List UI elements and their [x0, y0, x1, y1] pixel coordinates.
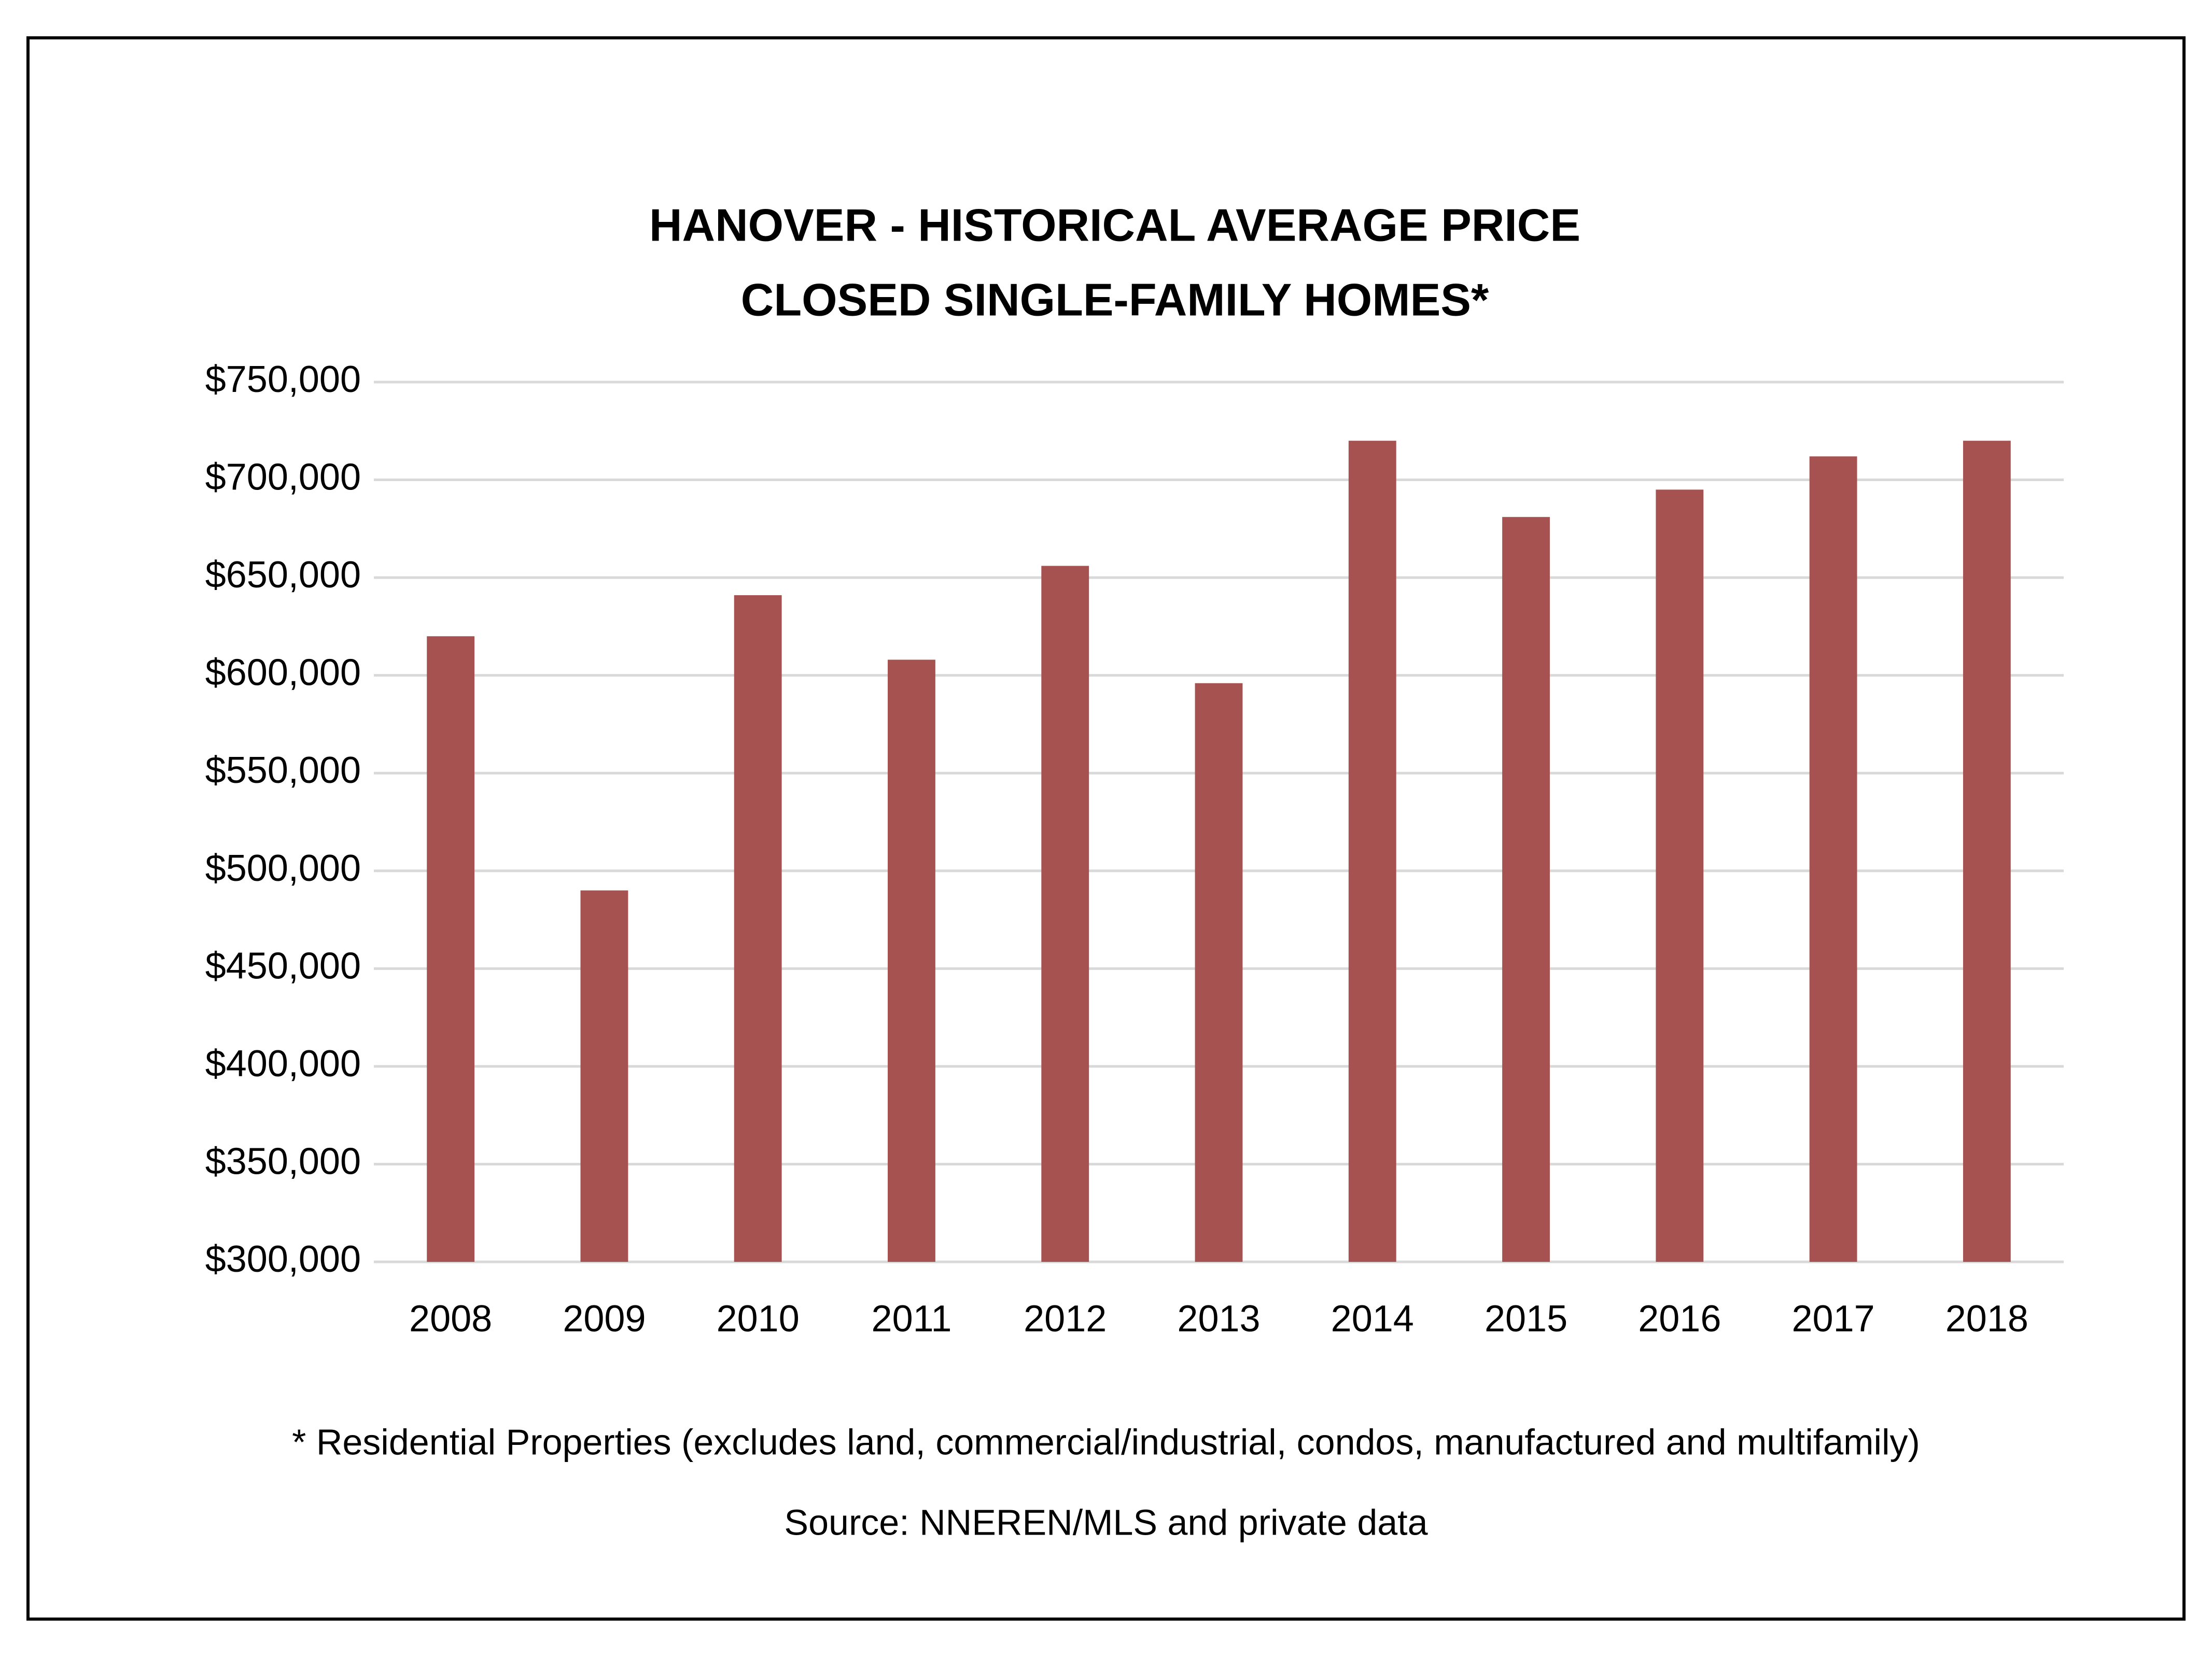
y-tick-label: $350,000 — [205, 1141, 361, 1182]
bar — [1502, 517, 1550, 1262]
x-tick-label: 2010 — [717, 1298, 800, 1340]
source: Source: NNEREN/MLS and private data — [784, 1502, 1427, 1542]
bar — [1809, 456, 1857, 1262]
y-tick-label: $450,000 — [205, 945, 361, 987]
bar — [734, 595, 782, 1262]
x-tick-label: 2017 — [1792, 1298, 1875, 1340]
bar — [1656, 489, 1704, 1262]
y-tick-label: $650,000 — [205, 554, 361, 596]
x-tick-label: 2014 — [1331, 1298, 1414, 1340]
x-tick-label: 2009 — [563, 1298, 646, 1340]
y-tick-label: $750,000 — [205, 359, 361, 400]
x-tick-label: 2011 — [872, 1298, 952, 1340]
y-tick-label: $500,000 — [205, 848, 361, 889]
bar — [427, 636, 475, 1262]
bar — [580, 890, 628, 1262]
bar — [1195, 683, 1243, 1262]
chart-title: HANOVER - HISTORICAL AVERAGE PRICE — [649, 199, 1580, 250]
y-tick-label: $700,000 — [205, 457, 361, 498]
y-tick-label: $550,000 — [205, 750, 361, 791]
x-tick-label: 2018 — [1945, 1298, 2028, 1340]
y-tick-label: $400,000 — [205, 1043, 361, 1085]
bar — [1041, 566, 1089, 1262]
y-tick-label: $600,000 — [205, 652, 361, 694]
chart-subtitle: CLOSED SINGLE-FAMILY HOMES* — [741, 274, 1489, 325]
x-tick-label: 2013 — [1177, 1298, 1260, 1340]
footnote: * Residential Properties (excludes land,… — [292, 1422, 1920, 1462]
bar — [1963, 441, 2011, 1262]
x-tick-label: 2008 — [409, 1298, 492, 1340]
x-tick-label: 2012 — [1024, 1298, 1107, 1340]
x-tick-label: 2016 — [1638, 1298, 1721, 1340]
y-tick-label: $300,000 — [205, 1239, 361, 1280]
bar — [1348, 441, 1396, 1262]
bar — [888, 659, 935, 1262]
x-tick-label: 2015 — [1485, 1298, 1567, 1340]
